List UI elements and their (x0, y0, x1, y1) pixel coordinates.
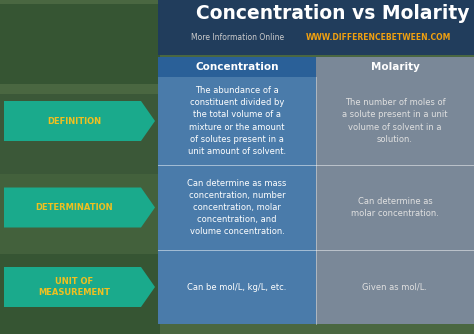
Text: More Information Online: More Information Online (191, 33, 284, 42)
Text: Given as mol/L.: Given as mol/L. (363, 283, 428, 292)
FancyBboxPatch shape (316, 77, 474, 165)
FancyBboxPatch shape (158, 0, 474, 55)
FancyBboxPatch shape (158, 57, 316, 77)
Text: Molarity: Molarity (371, 62, 419, 72)
FancyBboxPatch shape (316, 57, 474, 77)
FancyBboxPatch shape (0, 254, 160, 334)
FancyBboxPatch shape (316, 165, 474, 250)
Text: DEFINITION: DEFINITION (47, 117, 101, 126)
Text: Can be mol/L, kg/L, etc.: Can be mol/L, kg/L, etc. (187, 283, 287, 292)
FancyBboxPatch shape (0, 4, 160, 84)
FancyBboxPatch shape (158, 250, 316, 324)
FancyBboxPatch shape (158, 77, 316, 165)
Text: Concentration: Concentration (195, 62, 279, 72)
Text: Can determine as mass
concentration, number
concentration, molar
concentration, : Can determine as mass concentration, num… (187, 179, 287, 236)
Text: UNIT OF
MEASUREMENT: UNIT OF MEASUREMENT (38, 277, 110, 297)
Polygon shape (4, 267, 155, 307)
Text: Can determine as
molar concentration.: Can determine as molar concentration. (351, 197, 439, 218)
Text: DETERMINATION: DETERMINATION (36, 203, 113, 212)
Text: WWW.DIFFERENCEBETWEEN.COM: WWW.DIFFERENCEBETWEEN.COM (305, 33, 451, 42)
Polygon shape (4, 187, 155, 227)
Text: Concentration vs Molarity: Concentration vs Molarity (197, 4, 470, 23)
FancyBboxPatch shape (158, 165, 316, 250)
Text: The abundance of a
constituent divided by
the total volume of a
mixture or the a: The abundance of a constituent divided b… (188, 86, 286, 156)
Polygon shape (4, 101, 155, 141)
Text: The number of moles of
a solute present in a unit
volume of solvent in a
solutio: The number of moles of a solute present … (342, 98, 448, 144)
FancyBboxPatch shape (316, 250, 474, 324)
FancyBboxPatch shape (0, 94, 160, 174)
FancyBboxPatch shape (0, 174, 160, 254)
